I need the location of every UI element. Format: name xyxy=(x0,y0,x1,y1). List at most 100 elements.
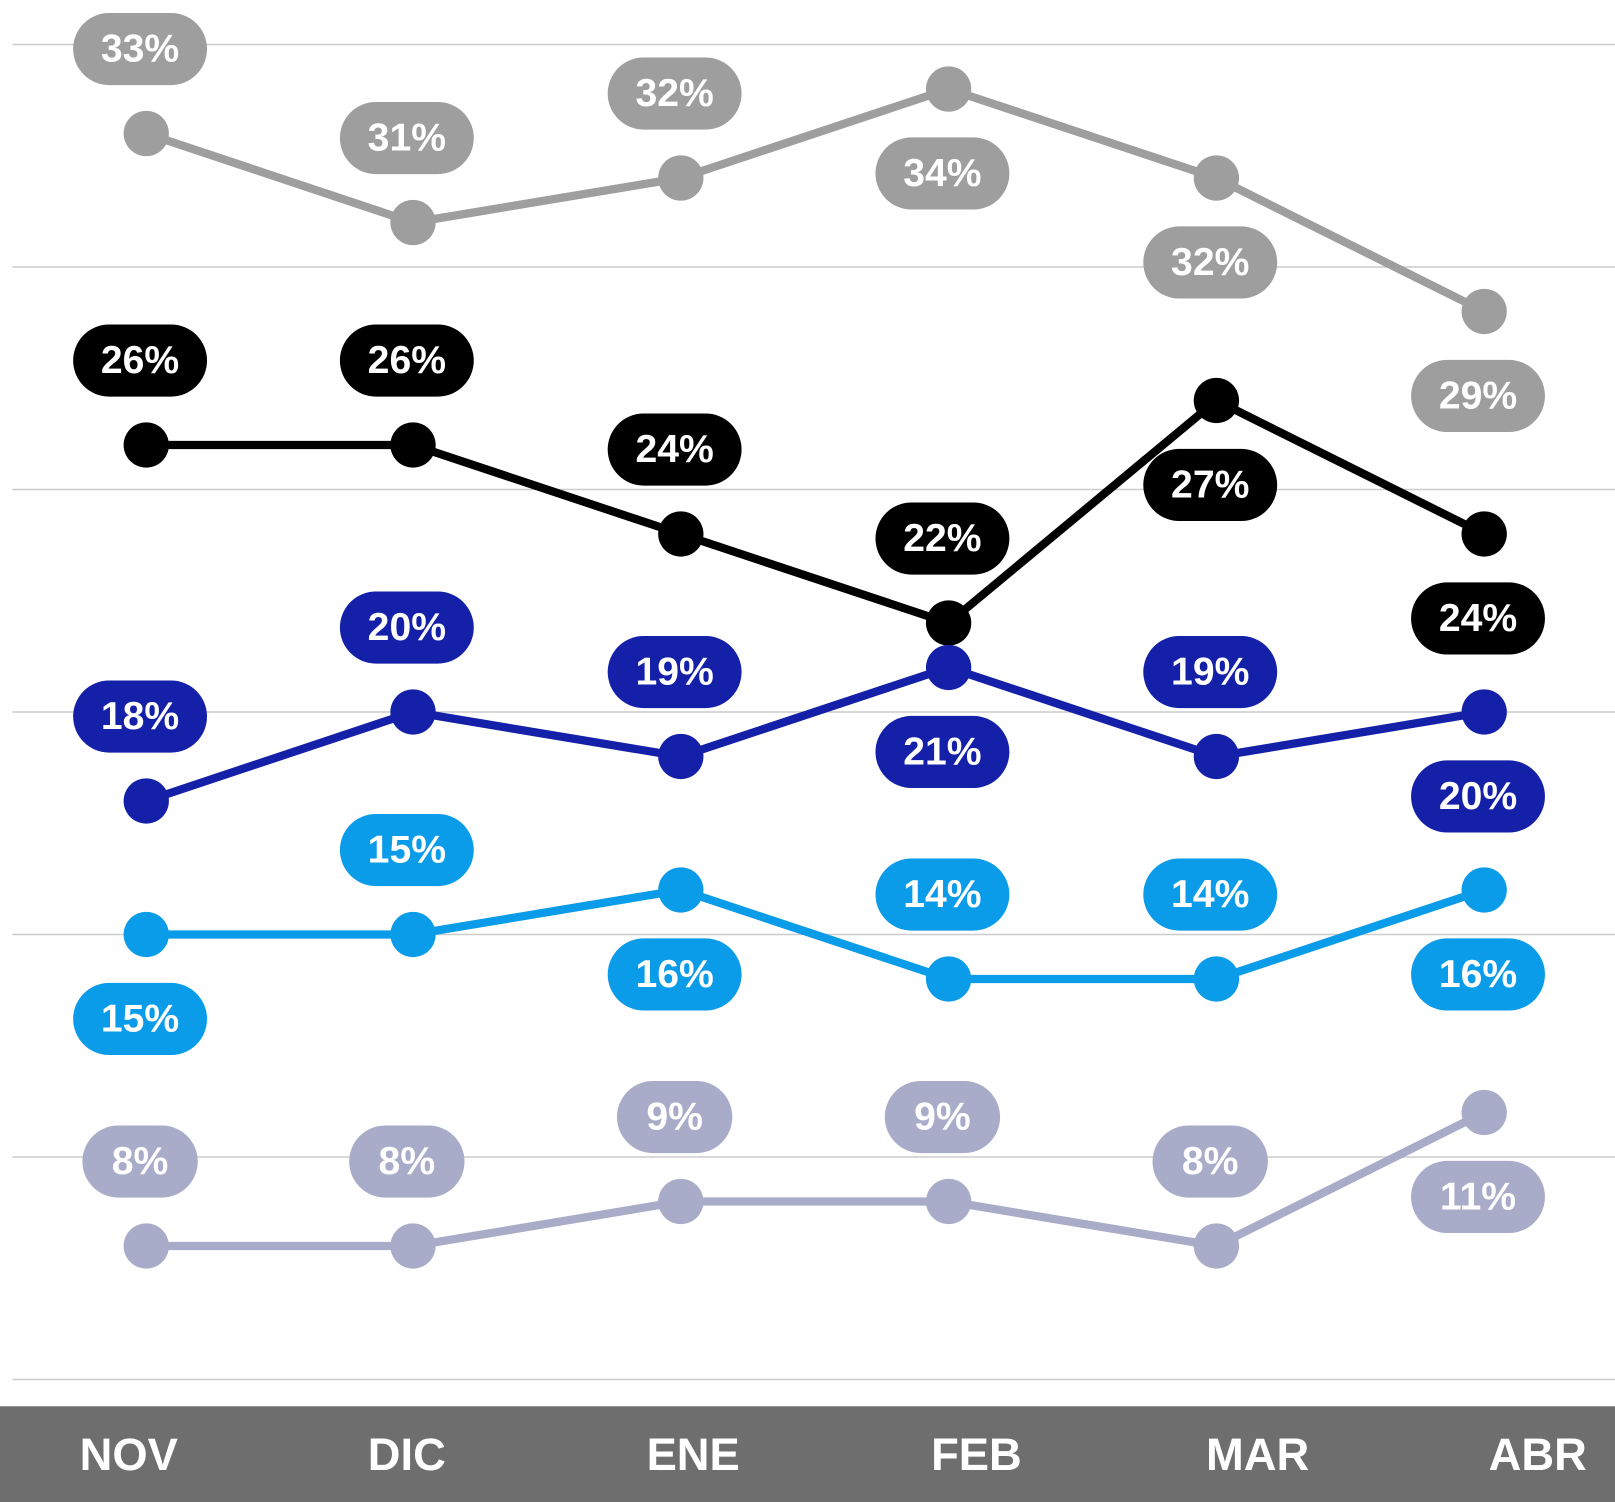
data-label: 18% xyxy=(73,680,208,753)
data-point xyxy=(390,911,436,958)
label-pill xyxy=(1152,1125,1268,1198)
data-label: 11% xyxy=(1411,1160,1545,1234)
data-point xyxy=(658,511,704,557)
label-pill xyxy=(1143,858,1278,931)
data-label: 19% xyxy=(1143,635,1278,709)
series-line xyxy=(146,396,1487,628)
data-label: 33% xyxy=(73,12,208,86)
data-label: 14% xyxy=(1143,858,1278,931)
series-line xyxy=(146,885,1486,984)
label-pill xyxy=(607,938,742,1011)
data-label: 34% xyxy=(875,137,1010,210)
series-line xyxy=(146,1108,1487,1251)
data-label: 15% xyxy=(339,813,474,887)
data-point xyxy=(1461,1089,1507,1136)
data-point xyxy=(925,956,972,1002)
data-label: 16% xyxy=(1411,938,1545,1011)
value-label: 16% xyxy=(1439,953,1517,996)
data-point xyxy=(658,1178,704,1225)
value-label: 24% xyxy=(1439,597,1517,640)
data-label: 22% xyxy=(875,502,1010,575)
data-label: 8% xyxy=(1152,1125,1268,1198)
data-label: 19% xyxy=(607,635,742,709)
data-point xyxy=(1193,733,1240,780)
label-pill xyxy=(73,324,208,397)
value-label: 19% xyxy=(1171,651,1249,694)
label-pill xyxy=(1143,635,1278,709)
label-pill xyxy=(73,12,208,86)
data-label: 20% xyxy=(339,591,474,664)
value-label: 32% xyxy=(635,72,713,115)
value-label: 21% xyxy=(903,730,981,773)
data-point xyxy=(1461,511,1507,557)
x-tick-label: DIC xyxy=(368,1429,446,1480)
value-label: 26% xyxy=(101,339,179,382)
data-label: 24% xyxy=(1411,582,1545,655)
value-label: 29% xyxy=(1439,374,1517,417)
value-label: 14% xyxy=(903,873,981,916)
value-label: 15% xyxy=(368,829,446,872)
data-point xyxy=(390,422,436,468)
label-pill xyxy=(616,1080,733,1154)
data-label: 24% xyxy=(607,413,742,486)
data-point xyxy=(1461,867,1507,913)
data-label: 9% xyxy=(616,1080,733,1154)
label-pill xyxy=(875,715,1010,789)
data-point xyxy=(123,911,169,958)
data-point xyxy=(658,867,704,913)
data-label: 32% xyxy=(607,57,742,130)
value-label: 20% xyxy=(1439,775,1517,818)
data-label: 32% xyxy=(1143,226,1278,299)
label-pill xyxy=(339,813,474,887)
data-point xyxy=(925,600,972,646)
data-label: 31% xyxy=(339,101,474,175)
value-label: 27% xyxy=(1171,463,1249,506)
data-point xyxy=(925,1178,972,1225)
data-point xyxy=(925,66,972,112)
data-point xyxy=(123,422,169,468)
data-label: 29% xyxy=(1411,359,1545,433)
label-pill xyxy=(607,57,742,130)
data-label: 8% xyxy=(82,1125,198,1198)
data-label: 9% xyxy=(884,1080,1001,1154)
value-label: 9% xyxy=(646,1096,703,1139)
value-label: 24% xyxy=(635,428,713,471)
x-tick-label: ABR xyxy=(1489,1429,1587,1480)
data-label: 16% xyxy=(607,938,742,1011)
data-point xyxy=(1193,1223,1240,1269)
label-pill xyxy=(607,635,742,709)
data-point xyxy=(925,644,972,691)
value-label: 16% xyxy=(635,953,713,996)
value-label: 19% xyxy=(635,651,713,694)
label-pill xyxy=(1143,448,1278,522)
data-point xyxy=(1461,689,1507,735)
label-pill xyxy=(73,680,208,753)
data-point xyxy=(658,155,704,201)
value-label: 8% xyxy=(112,1140,169,1183)
data-point xyxy=(123,778,169,824)
value-label: 14% xyxy=(1171,873,1249,916)
label-pill xyxy=(875,137,1010,210)
value-label: 20% xyxy=(368,606,446,649)
series-line xyxy=(144,663,1485,805)
label-pill xyxy=(884,1080,1001,1154)
label-pill xyxy=(339,591,474,664)
data-point xyxy=(390,199,436,246)
value-label: 11% xyxy=(1440,1175,1516,1218)
value-label: 9% xyxy=(914,1096,971,1139)
data-point xyxy=(658,733,704,780)
label-pill xyxy=(73,982,208,1056)
label-pill xyxy=(875,858,1010,931)
value-label: 34% xyxy=(903,152,981,195)
value-label: 31% xyxy=(368,117,446,160)
label-pill xyxy=(1411,760,1545,833)
x-tick-label: MAR xyxy=(1206,1429,1309,1480)
value-label: 8% xyxy=(1182,1140,1239,1183)
data-point xyxy=(123,110,169,157)
value-label: 32% xyxy=(1171,241,1249,284)
value-label: 26% xyxy=(368,339,446,382)
data-point xyxy=(1461,288,1507,335)
value-label: 22% xyxy=(903,517,981,560)
